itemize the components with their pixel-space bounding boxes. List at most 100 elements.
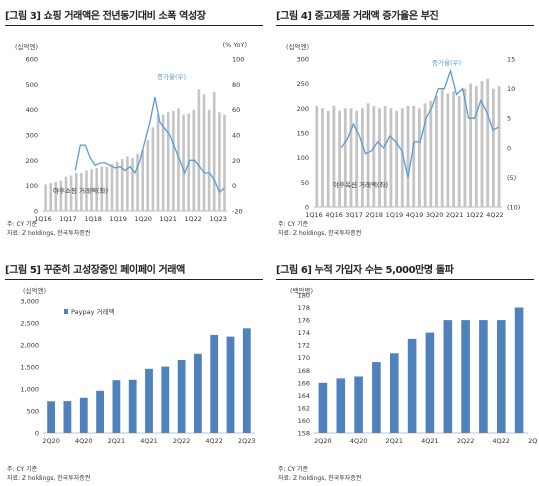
figure-3-note: 주: CY 기준 xyxy=(7,221,38,228)
y-tick-label: 2,000 xyxy=(20,342,39,350)
bar xyxy=(395,110,398,207)
x-tick-label: 2Q21 xyxy=(446,211,464,219)
y-tick-label: 180 xyxy=(298,293,310,300)
x-tick-label: 2Q20 xyxy=(314,437,332,445)
x-tick-label: 4Q22 xyxy=(205,437,223,445)
bar xyxy=(338,110,341,207)
y-tick-label: 158 xyxy=(298,430,310,438)
y-tick-label: 100 xyxy=(297,154,309,162)
bar xyxy=(49,183,52,211)
y2-tick-label: (5) xyxy=(507,174,516,182)
y-tick-label: 176 xyxy=(298,317,310,325)
x-tick-label: 4Q22 xyxy=(492,437,510,445)
bar xyxy=(423,103,427,207)
x-tick-label: 2Q22 xyxy=(457,437,475,445)
x-tick-label: 1Q19 xyxy=(386,211,404,219)
y-tick-label: 174 xyxy=(298,329,310,337)
bar xyxy=(336,378,346,433)
legend-swatch xyxy=(64,309,68,314)
figure-6-source: 자료: Z holdings, 한국투자증권 xyxy=(278,475,362,482)
bar xyxy=(480,81,484,207)
bar xyxy=(110,164,114,211)
bar xyxy=(366,103,370,207)
figure-4-left-unit: (십억엔) xyxy=(286,43,310,51)
figure-3: [그림 3] 쇼핑 거래액은 전년동기대비 소폭 역성장 (십억엔) (% Yo… xyxy=(5,7,267,239)
bar xyxy=(126,156,129,211)
bar xyxy=(197,89,201,211)
x-tick-label: 1Q22 xyxy=(184,215,202,223)
y-tick-label: 178 xyxy=(298,304,310,312)
x-tick-label: 2Q18 xyxy=(366,211,384,219)
y-tick-label: 150 xyxy=(297,130,309,138)
bar xyxy=(207,109,211,211)
figure-3-right-unit: (% YoY) xyxy=(222,41,247,49)
x-tick-label: 2Q21 xyxy=(108,437,126,445)
y-tick-label: 1,500 xyxy=(20,364,39,372)
bar xyxy=(390,353,399,433)
bar xyxy=(492,88,495,207)
growth-line xyxy=(340,68,500,178)
x-tick-label: 1Q17 xyxy=(59,215,77,223)
x-tick-label: 4Q22 xyxy=(486,211,504,219)
bar xyxy=(469,83,472,207)
x-tick-label: 1Q22 xyxy=(466,211,484,219)
bar xyxy=(54,181,58,211)
figure-4: [그림 4] 중고제품 거래액 증가율은 부진 (십억엔) 0 50 100 150 2… xyxy=(276,7,538,239)
bar xyxy=(136,154,139,211)
x-tick-label: 2Q20 xyxy=(42,437,60,445)
bar xyxy=(383,105,387,207)
bar xyxy=(131,157,134,211)
bar xyxy=(112,380,121,433)
x-tick-label: 4Q21 xyxy=(140,437,158,445)
bar xyxy=(105,166,109,211)
bar xyxy=(486,78,490,207)
figure-3-title: [그림 3] 쇼핑 거래액은 전년동기대비 소폭 역성장 xyxy=(5,7,263,26)
bar-series-label: 야후옥션 거래액(좌) xyxy=(333,180,388,189)
bar xyxy=(44,184,47,211)
figure-5-note: 주: CY 기준 xyxy=(7,466,38,473)
bar xyxy=(145,368,153,433)
bar xyxy=(202,94,206,211)
bar xyxy=(59,180,63,211)
bar xyxy=(47,401,55,433)
y2-tick-label: 15 xyxy=(507,56,515,64)
bar xyxy=(332,105,336,207)
x-tick-label: 4Q19 xyxy=(406,211,424,219)
bar xyxy=(194,353,202,433)
bar xyxy=(318,382,328,433)
y2-tick-label: 0 xyxy=(507,144,511,152)
bar xyxy=(372,105,376,207)
x-tick-label: 4Q21 xyxy=(421,437,439,445)
y-tick-label: 300 xyxy=(297,56,309,64)
line-series-label: 증가율(우) xyxy=(432,58,461,67)
y-tick-label: 0 xyxy=(305,204,309,212)
bar xyxy=(69,175,73,211)
figure-6: [그림 6] 누적 가입자 수는 5,000만명 돌파 (백만명) 158 160… xyxy=(276,261,538,483)
y2-tick-label: 0 xyxy=(232,182,236,190)
bar xyxy=(457,96,461,207)
bar xyxy=(435,96,438,207)
bar xyxy=(85,170,88,211)
x-tick-label: 1Q23 xyxy=(209,215,227,223)
bar xyxy=(378,108,381,207)
bar xyxy=(212,91,216,211)
y2-tick-label: (10) xyxy=(507,204,520,212)
bar xyxy=(128,379,137,433)
bar xyxy=(161,114,165,211)
bar xyxy=(418,108,421,207)
bar xyxy=(177,360,186,433)
y2-tick-label: 80 xyxy=(232,81,240,89)
bar xyxy=(218,112,221,211)
bar xyxy=(412,105,416,207)
y-tick-label: 166 xyxy=(298,379,310,387)
y2-tick-label: 40 xyxy=(232,132,240,140)
bar xyxy=(242,328,251,433)
figure-5-source: 자료: Z holdings, 한국투자증권 xyxy=(7,475,91,482)
y-tick-label: 0 xyxy=(35,430,39,438)
bar xyxy=(389,108,393,207)
x-tick-label: 3Q20 xyxy=(426,211,444,219)
bar xyxy=(429,100,433,207)
x-tick-label: 2Q21 xyxy=(386,437,404,445)
y2-tick-label: 5 xyxy=(507,115,511,123)
x-tick-label: 1Q18 xyxy=(84,215,102,223)
